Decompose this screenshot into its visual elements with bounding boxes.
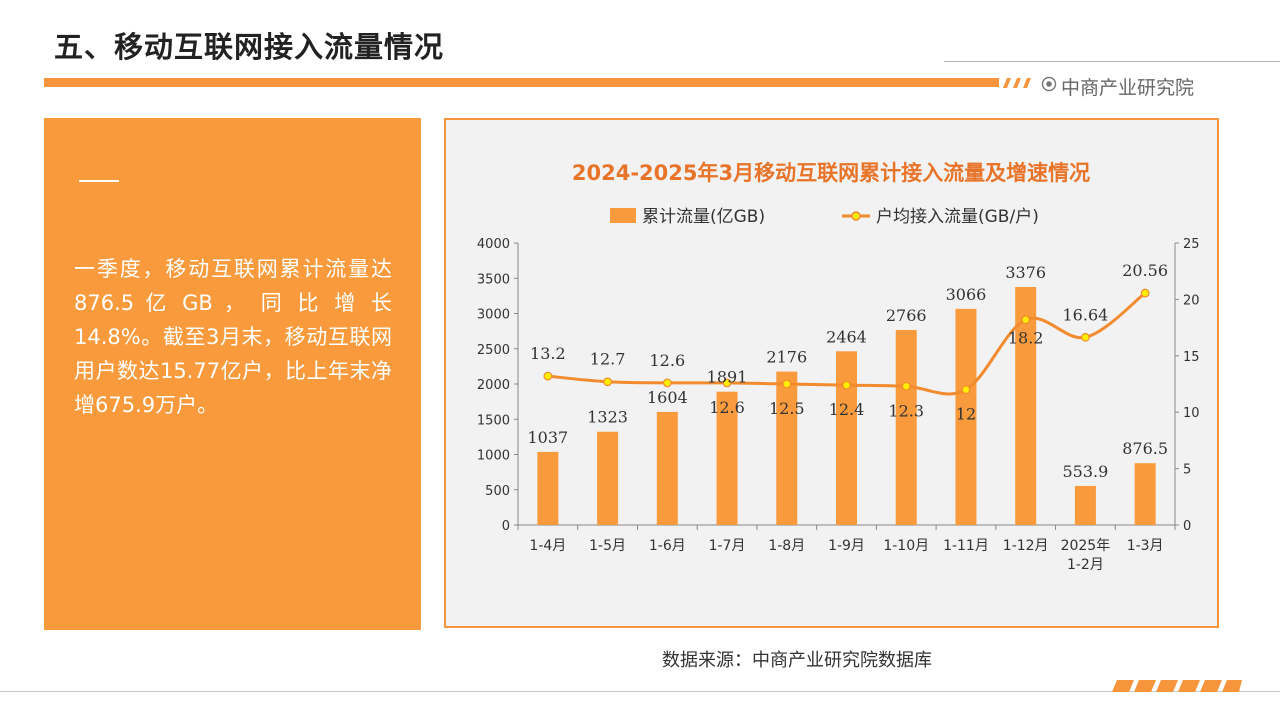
line-value-label: 12.3	[888, 401, 924, 420]
x-tick-label: 1-8月	[768, 538, 805, 554]
brand-circle-icon	[1041, 76, 1057, 92]
bar	[895, 329, 917, 525]
y-left-tick-label: 0	[502, 519, 510, 534]
chart-title: 2024-2025年3月移动互联网累计接入流量及增速情况	[572, 161, 1090, 185]
bar	[1015, 286, 1037, 525]
chart-panel: 2024-2025年3月移动互联网累计接入流量及增速情况累计流量(亿GB) 户均接…	[444, 118, 1219, 628]
x-tick-label: 2025年	[1061, 538, 1111, 554]
line-point	[782, 379, 792, 389]
bar-value-label: 3066	[946, 285, 987, 304]
y-right-tick-label: 10	[1183, 406, 1200, 421]
title-underline-bar	[44, 78, 999, 87]
y-right-tick-label: 15	[1183, 350, 1200, 365]
stripes-icon	[1003, 78, 1031, 88]
data-source: 数据来源：中商产业研究院数据库	[662, 650, 932, 671]
x-tick-label: 1-10月	[883, 538, 929, 554]
line-point	[1081, 332, 1090, 342]
bar	[955, 308, 977, 525]
y-left-tick-label: 1500	[477, 413, 510, 428]
page-title: 五、移动互联网接入流量情况	[54, 30, 445, 64]
y-left-tick-label: 2500	[477, 343, 510, 358]
y-left-tick-label: 3000	[477, 308, 510, 323]
bar-value-label: 1891	[707, 368, 748, 387]
line-point	[842, 380, 851, 390]
bar-value-label: 2176	[766, 348, 807, 367]
line-value-label: 20.56	[1122, 261, 1168, 280]
bar	[776, 371, 798, 525]
line-value-label: 12.4	[829, 400, 865, 419]
y-left-tick-label: 2000	[477, 378, 510, 393]
line-point	[722, 378, 732, 388]
x-tick-label: 1-12月	[1003, 538, 1049, 554]
header-rule	[944, 61, 1280, 62]
y-left-tick-label: 4000	[477, 237, 510, 252]
y-right-tick-label: 0	[1183, 519, 1191, 534]
x-tick-label: 1-3月	[1127, 538, 1164, 554]
bar-value-label: 553.9	[1063, 462, 1109, 481]
line-value-label: 13.2	[530, 344, 566, 363]
x-tick-label: 1-11月	[943, 538, 989, 554]
bar	[836, 351, 857, 525]
y-right-tick-label: 5	[1183, 463, 1191, 478]
line-point	[1140, 288, 1150, 298]
y-right-tick-label: 25	[1183, 237, 1200, 252]
legend-line-label: 户均接入流量(GB/户)	[876, 207, 1039, 227]
line-point	[662, 378, 672, 388]
x-tick-label: 1-4月	[529, 538, 566, 554]
y-left-tick-label: 500	[485, 484, 510, 499]
bar-value-label: 1604	[647, 388, 688, 407]
legend-line-marker	[851, 211, 861, 221]
bar-value-label: 2766	[886, 306, 927, 325]
line-value-label: 12.6	[650, 351, 686, 370]
y-left-tick-label: 1000	[477, 449, 510, 464]
bar-value-label: 3376	[1005, 263, 1046, 282]
footer-stripes-icon	[1112, 680, 1242, 692]
bar-value-label: 876.5	[1122, 439, 1168, 458]
line-point	[543, 371, 553, 381]
bar	[1134, 463, 1156, 525]
bar-value-label: 2464	[826, 327, 867, 346]
x-tick-label: 1-7月	[709, 538, 746, 554]
y-left-tick-label: 3500	[477, 272, 510, 287]
summary-panel: 一季度，移动互联网累计流量达 876.5 亿 GB ， 同 比 增 长 14.8…	[44, 118, 421, 630]
legend-bar-swatch	[610, 208, 636, 223]
summary-text: 一季度，移动互联网累计流量达 876.5 亿 GB ， 同 比 增 长 14.8…	[74, 257, 392, 417]
bar-value-label: 1323	[587, 408, 628, 427]
bar	[537, 451, 559, 525]
line-point	[961, 385, 971, 395]
footer-rule	[0, 691, 1280, 692]
x-tick-label: 1-6月	[649, 538, 686, 554]
line-value-label: 12.5	[769, 399, 805, 418]
bar	[656, 411, 678, 525]
line-point	[1021, 315, 1031, 325]
line-value-label: 18.2	[1008, 329, 1044, 348]
line-value-label: 12.6	[709, 398, 745, 417]
line-value-label: 12.7	[590, 350, 626, 369]
line-point	[603, 377, 612, 387]
x-tick-label: 1-9月	[828, 538, 865, 554]
line-point	[901, 381, 911, 391]
x-tick-label: 1-2月	[1067, 557, 1104, 573]
bar	[1074, 485, 1096, 525]
legend-bar-label: 累计流量(亿GB)	[642, 207, 765, 227]
bar	[597, 431, 619, 525]
line-value-label: 12	[956, 405, 976, 424]
bar	[716, 391, 738, 525]
line-value-label: 16.64	[1063, 305, 1109, 324]
brand-name: 中商产业研究院	[1061, 77, 1195, 99]
bar-value-label: 1037	[528, 428, 569, 447]
panel-dash	[79, 180, 119, 182]
x-tick-label: 1-5月	[589, 538, 626, 554]
y-right-tick-label: 20	[1183, 293, 1200, 308]
avg-traffic-line	[547, 291, 1147, 396]
